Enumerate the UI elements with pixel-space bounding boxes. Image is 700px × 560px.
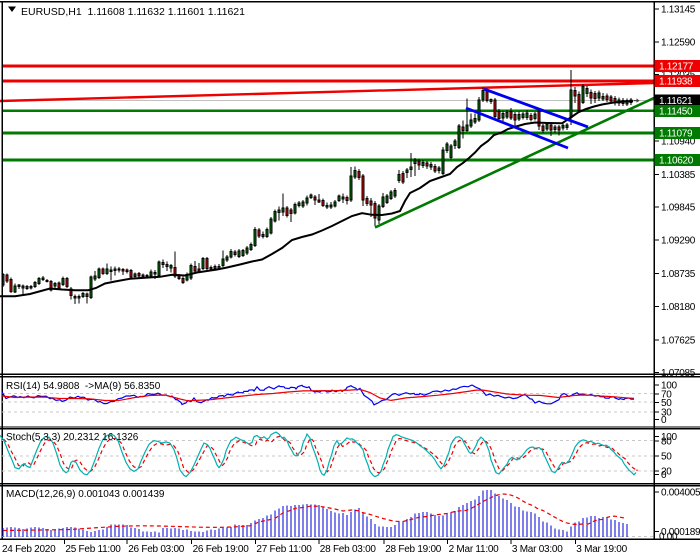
- svg-text:1.08735: 1.08735: [661, 269, 696, 280]
- svg-text:MACD(12,26,9) 0.001043 0.00143: MACD(12,26,9) 0.001043 0.001439: [6, 489, 165, 500]
- svg-text:1.11621: 1.11621: [659, 96, 693, 107]
- svg-text:50: 50: [661, 398, 672, 409]
- svg-text:24 Feb 2020: 24 Feb 2020: [2, 544, 56, 555]
- svg-text:27 Feb 11:00: 27 Feb 11:00: [256, 544, 312, 555]
- svg-text:70: 70: [661, 390, 672, 401]
- svg-text:26 Feb 03:00: 26 Feb 03:00: [128, 544, 185, 555]
- svg-text:1.10620: 1.10620: [659, 156, 694, 167]
- svg-text:RSI(14) 54.9808 ->MA(9) 56.83: RSI(14) 54.9808 ->MA(9) 56.8350: [6, 381, 161, 392]
- svg-text:1.11079: 1.11079: [659, 129, 693, 140]
- svg-text:50: 50: [661, 452, 672, 463]
- svg-text:1.10385: 1.10385: [661, 170, 696, 181]
- svg-text:0: 0: [661, 415, 667, 426]
- svg-text:20: 20: [661, 467, 672, 478]
- svg-text:EURUSD,H1 1.11608 1.11632 1.1: EURUSD,H1 1.11608 1.11632 1.11601 1.1162…: [21, 6, 245, 18]
- svg-text:0.00: 0.00: [659, 532, 678, 543]
- svg-text:1.12177: 1.12177: [659, 62, 694, 73]
- svg-text:1.11450: 1.11450: [659, 107, 693, 118]
- svg-text:28 Feb 19:00: 28 Feb 19:00: [385, 544, 442, 555]
- svg-text:100: 100: [661, 432, 678, 443]
- svg-text:1.12590: 1.12590: [661, 37, 696, 48]
- svg-text:3 Mar 19:00: 3 Mar 19:00: [576, 544, 627, 555]
- svg-text:1.11938: 1.11938: [659, 77, 693, 88]
- svg-text:100: 100: [661, 381, 678, 392]
- svg-text:2 Mar 11:00: 2 Mar 11:00: [449, 544, 500, 555]
- svg-text:1.07625: 1.07625: [661, 336, 696, 347]
- svg-text:1.09845: 1.09845: [661, 202, 696, 213]
- svg-text:Stoch(5,3,3) 20.2312 16.1326: Stoch(5,3,3) 20.2312 16.1326: [6, 432, 139, 443]
- svg-text:1.07085: 1.07085: [661, 368, 696, 379]
- svg-text:0.000189: 0.000189: [661, 527, 700, 538]
- svg-text:25 Feb 11:00: 25 Feb 11:00: [65, 544, 121, 555]
- svg-text:28 Feb 03:00: 28 Feb 03:00: [320, 544, 377, 555]
- svg-text:80: 80: [661, 437, 672, 448]
- svg-text:1.13145: 1.13145: [661, 5, 696, 16]
- svg-text:30: 30: [661, 408, 672, 419]
- svg-text:0: 0: [661, 470, 667, 481]
- svg-text:0.004005: 0.004005: [661, 488, 700, 499]
- svg-text:3 Mar 03:00: 3 Mar 03:00: [512, 544, 563, 555]
- svg-text:1.09290: 1.09290: [661, 236, 696, 247]
- svg-text:26 Feb 19:00: 26 Feb 19:00: [193, 544, 250, 555]
- svg-text:1.08180: 1.08180: [661, 302, 696, 313]
- svg-text:1.10940: 1.10940: [661, 137, 696, 148]
